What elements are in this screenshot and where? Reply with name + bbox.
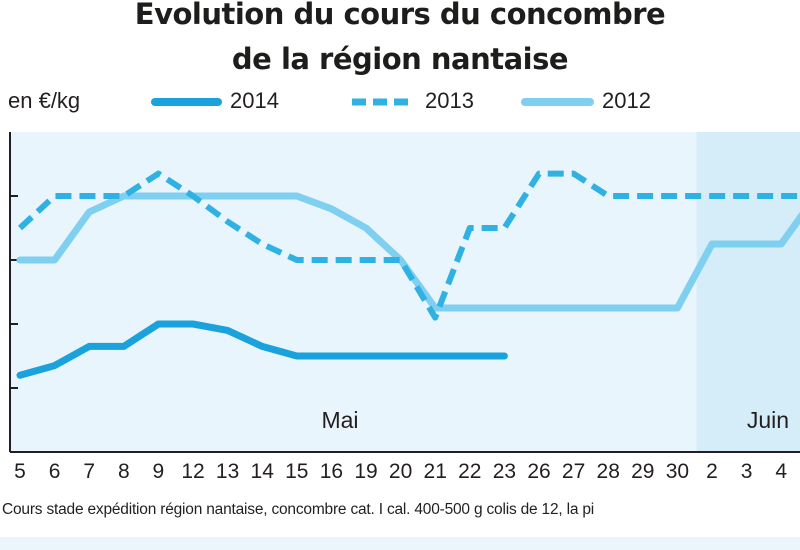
x-tick-label: 6 [49,460,61,483]
x-tick-label: 27 [562,460,585,483]
x-tick-label: 15 [285,460,308,483]
x-tick-label: 13 [216,460,239,483]
y-axis-label: en €/kg [8,88,81,113]
legend-label-2013: 2013 [425,88,474,113]
x-tick-label: 3 [741,460,753,483]
x-tick-label: 16 [320,460,343,483]
chart-title: Evolution du cours du concombre [134,0,666,31]
x-tick-label: 5 [14,460,26,483]
x-tick-label: 26 [527,460,550,483]
x-tick-label: 2 [706,460,718,483]
chart-subtitle: de la région nantaise [231,42,569,76]
chart-footnote: Cours stade expédition région nantaise, … [2,501,595,518]
legend-label-2014: 2014 [230,88,279,113]
x-tick-label: 19 [354,460,377,483]
x-tick-label: 21 [424,460,447,483]
x-tick-label: 14 [251,460,275,483]
x-tick-label: 4 [775,460,787,483]
x-tick-label: 7 [83,460,95,483]
x-tick-label: 23 [493,460,516,483]
x-tick-label: 22 [458,460,481,483]
month-label-mai: Mai [321,407,358,433]
month-label-juin: Juin [747,407,789,433]
series-line-2012 [16,192,800,312]
x-tick-label: 29 [631,460,654,483]
x-tick-label: 8 [118,460,130,483]
series-line-2013 [17,170,800,321]
bottom-band [0,537,800,550]
series-line-2014 [16,320,508,379]
x-tick-label: 28 [597,460,620,483]
x-tick-label: 30 [666,460,689,483]
legend-label-2012: 2012 [602,88,651,113]
x-tick-label: 20 [389,460,412,483]
juin-shaded-area [696,132,800,452]
x-tick-label: 12 [181,460,204,483]
plot-area [10,132,800,452]
x-tick-label: 9 [153,460,165,483]
